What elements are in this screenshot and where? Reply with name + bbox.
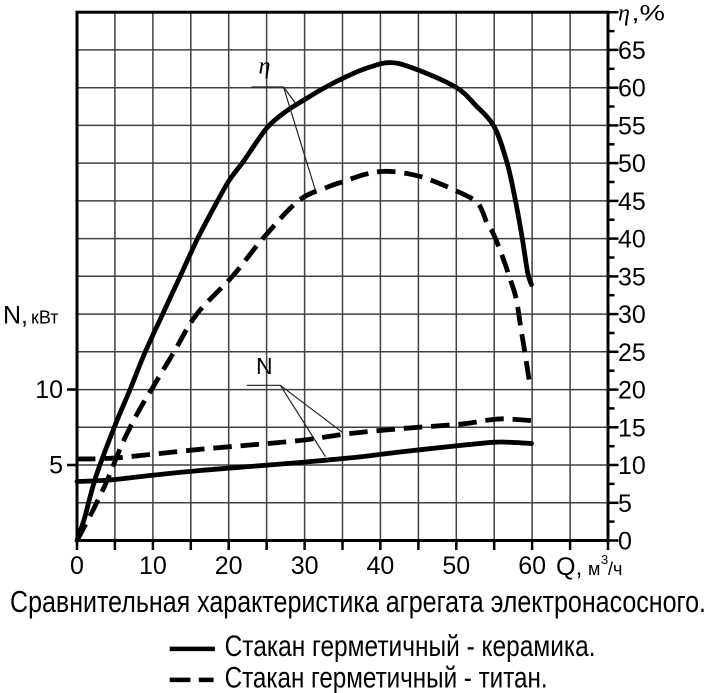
svg-text:0: 0 [618, 528, 632, 556]
svg-text:60: 60 [618, 75, 646, 103]
svg-text:15: 15 [618, 414, 646, 442]
svg-text:25: 25 [618, 339, 646, 367]
svg-text:10: 10 [618, 452, 646, 480]
svg-text:/ч: /ч [608, 559, 622, 579]
svg-text:5: 5 [49, 452, 63, 480]
svg-text:10: 10 [35, 376, 63, 404]
svg-text:3: 3 [601, 552, 608, 567]
svg-text:Стакан герметичный - титан.: Стакан герметичный - титан. [225, 662, 548, 693]
svg-text:30: 30 [618, 301, 646, 329]
svg-text:N: N [256, 353, 273, 379]
svg-text:Q,: Q, [556, 553, 582, 581]
svg-text:10: 10 [139, 552, 167, 580]
svg-text:N,: N, [3, 302, 28, 330]
svg-text:Сравнительная характеристика а: Сравнительная характеристика агрегата эл… [10, 584, 706, 619]
svg-text:Стакан герметичный - керамика.: Стакан герметичный - керамика. [225, 630, 596, 663]
svg-text:30: 30 [291, 552, 319, 580]
svg-text:η: η [618, 1, 630, 27]
svg-text:20: 20 [215, 552, 243, 580]
svg-text:60: 60 [518, 552, 546, 580]
svg-text:,%: ,% [632, 1, 666, 26]
svg-text:40: 40 [618, 226, 646, 254]
svg-text:50: 50 [618, 150, 646, 178]
svg-text:35: 35 [618, 263, 646, 291]
svg-text:20: 20 [618, 377, 646, 405]
svg-text:50: 50 [442, 552, 470, 580]
svg-text:45: 45 [618, 188, 646, 216]
svg-text:65: 65 [618, 37, 646, 65]
svg-text:кВт: кВт [31, 308, 59, 328]
svg-text:55: 55 [618, 112, 646, 140]
svg-text:0: 0 [70, 552, 84, 580]
svg-text:40: 40 [366, 552, 394, 580]
svg-text:η: η [259, 54, 271, 80]
svg-text:5: 5 [618, 490, 632, 518]
svg-text:м: м [588, 559, 600, 579]
